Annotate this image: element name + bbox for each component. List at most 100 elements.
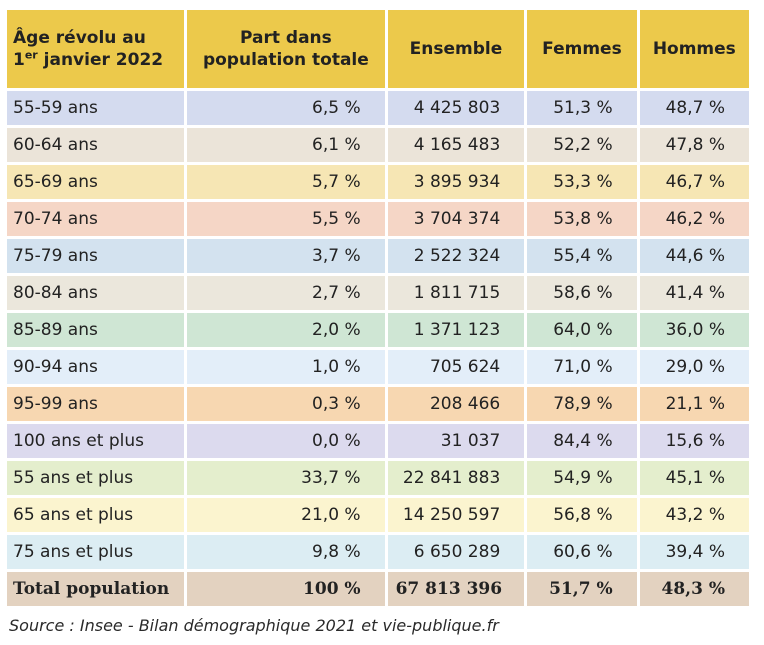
cell-age: 100 ans et plus xyxy=(7,424,185,458)
cell-femmes: 53,8 % xyxy=(527,202,637,236)
cell-part: 0,3 % xyxy=(187,387,385,421)
cell-part: 100 % xyxy=(187,572,385,606)
cell-part: 21,0 % xyxy=(187,498,385,532)
cell-hommes: 15,6 % xyxy=(639,424,749,458)
cell-femmes: 78,9 % xyxy=(527,387,637,421)
cell-femmes: 53,3 % xyxy=(527,165,637,199)
cell-hommes: 21,1 % xyxy=(639,387,749,421)
cell-ensemble: 1 811 715 xyxy=(387,276,525,310)
cell-part: 9,8 % xyxy=(187,535,385,569)
cell-ensemble: 4 425 803 xyxy=(387,91,525,125)
cell-femmes: 51,3 % xyxy=(527,91,637,125)
cell-femmes: 56,8 % xyxy=(527,498,637,532)
cell-ensemble: 14 250 597 xyxy=(387,498,525,532)
header-age-line2-suffix: janvier 2022 xyxy=(37,50,164,70)
header-hommes: Hommes xyxy=(639,10,749,88)
cell-age: 65 ans et plus xyxy=(7,498,185,532)
cell-part: 1,0 % xyxy=(187,350,385,384)
cell-part: 5,5 % xyxy=(187,202,385,236)
cell-age: 75-79 ans xyxy=(7,239,185,273)
cell-femmes: 60,6 % xyxy=(527,535,637,569)
cell-femmes: 51,7 % xyxy=(527,572,637,606)
cell-ensemble: 3 895 934 xyxy=(387,165,525,199)
cell-ensemble: 3 704 374 xyxy=(387,202,525,236)
cell-age: 55-59 ans xyxy=(7,91,185,125)
cell-femmes: 64,0 % xyxy=(527,313,637,347)
cell-ensemble: 31 037 xyxy=(387,424,525,458)
cell-age: 55 ans et plus xyxy=(7,461,185,495)
cell-part: 6,1 % xyxy=(187,128,385,162)
cell-hommes: 48,3 % xyxy=(639,572,749,606)
table-row: 80-84 ans 2,7 % 1 811 715 58,6 % 41,4 % xyxy=(7,276,749,310)
header-age-line1: Âge révolu au xyxy=(13,28,146,48)
table-body: 55-59 ans 6,5 % 4 425 803 51,3 % 48,7 % 60-64… xyxy=(7,91,749,606)
cell-hommes: 29,0 % xyxy=(639,350,749,384)
cell-ensemble: 208 466 xyxy=(387,387,525,421)
cell-part: 2,0 % xyxy=(187,313,385,347)
cell-ensemble: 705 624 xyxy=(387,350,525,384)
header-ensemble: Ensemble xyxy=(387,10,525,88)
cell-femmes: 71,0 % xyxy=(527,350,637,384)
cell-part: 0,0 % xyxy=(187,424,385,458)
table-row: 85-89 ans 2,0 % 1 371 123 64,0 % 36,0 % xyxy=(7,313,749,347)
cell-ensemble: 67 813 396 xyxy=(387,572,525,606)
cell-femmes: 84,4 % xyxy=(527,424,637,458)
header-femmes: Femmes xyxy=(527,10,637,88)
population-table: Âge révolu au 1er janvier 2022 Part dans… xyxy=(4,7,752,609)
cell-age: 65-69 ans xyxy=(7,165,185,199)
table-row: 55-59 ans 6,5 % 4 425 803 51,3 % 48,7 % xyxy=(7,91,749,125)
cell-ensemble: 6 650 289 xyxy=(387,535,525,569)
header-age-line2-prefix: 1 xyxy=(13,50,25,70)
cell-part: 6,5 % xyxy=(187,91,385,125)
header-part-line1: Part dans xyxy=(240,28,332,48)
table-row: 65-69 ans 5,7 % 3 895 934 53,3 % 46,7 % xyxy=(7,165,749,199)
table-row: 75 ans et plus 9,8 % 6 650 289 60,6 % 39,4 % xyxy=(7,535,749,569)
cell-ensemble: 4 165 483 xyxy=(387,128,525,162)
cell-part: 5,7 % xyxy=(187,165,385,199)
header-part: Part dans population totale xyxy=(187,10,385,88)
table-row: 100 ans et plus 0,0 % 31 037 84,4 % 15,6 % xyxy=(7,424,749,458)
cell-age: 90-94 ans xyxy=(7,350,185,384)
table-row: 60-64 ans 6,1 % 4 165 483 52,2 % 47,8 % xyxy=(7,128,749,162)
cell-hommes: 45,1 % xyxy=(639,461,749,495)
total-row: Total population 100 % 67 813 396 51,7 % 48,… xyxy=(7,572,749,606)
header-age-line2-sup: er xyxy=(24,48,38,62)
cell-hommes: 44,6 % xyxy=(639,239,749,273)
table-row: 55 ans et plus 33,7 % 22 841 883 54,9 % 45,1… xyxy=(7,461,749,495)
cell-part: 3,7 % xyxy=(187,239,385,273)
source-note: Source : Insee - Bilan démographique 202… xyxy=(9,616,499,635)
header-age: Âge révolu au 1er janvier 2022 xyxy=(7,10,185,88)
cell-femmes: 54,9 % xyxy=(527,461,637,495)
cell-age: 80-84 ans xyxy=(7,276,185,310)
cell-part: 2,7 % xyxy=(187,276,385,310)
table-row: 65 ans et plus 21,0 % 14 250 597 56,8 % 43,2… xyxy=(7,498,749,532)
table-row: 95-99 ans 0,3 % 208 466 78,9 % 21,1 % xyxy=(7,387,749,421)
table-row: 75-79 ans 3,7 % 2 522 324 55,4 % 44,6 % xyxy=(7,239,749,273)
cell-age: 70-74 ans xyxy=(7,202,185,236)
cell-hommes: 36,0 % xyxy=(639,313,749,347)
cell-femmes: 58,6 % xyxy=(527,276,637,310)
cell-ensemble: 2 522 324 xyxy=(387,239,525,273)
cell-ensemble: 22 841 883 xyxy=(387,461,525,495)
cell-age: 95-99 ans xyxy=(7,387,185,421)
cell-age: Total population xyxy=(7,572,185,606)
cell-age: 60-64 ans xyxy=(7,128,185,162)
cell-hommes: 43,2 % xyxy=(639,498,749,532)
cell-hommes: 48,7 % xyxy=(639,91,749,125)
cell-femmes: 52,2 % xyxy=(527,128,637,162)
cell-hommes: 47,8 % xyxy=(639,128,749,162)
cell-hommes: 46,7 % xyxy=(639,165,749,199)
cell-hommes: 46,2 % xyxy=(639,202,749,236)
cell-part: 33,7 % xyxy=(187,461,385,495)
header-part-line2: population totale xyxy=(202,50,369,70)
population-table-container: Âge révolu au 1er janvier 2022 Part dans… xyxy=(7,10,752,609)
cell-hommes: 39,4 % xyxy=(639,535,749,569)
cell-ensemble: 1 371 123 xyxy=(387,313,525,347)
table-header-row: Âge révolu au 1er janvier 2022 Part dans… xyxy=(7,10,749,88)
cell-age: 85-89 ans xyxy=(7,313,185,347)
cell-femmes: 55,4 % xyxy=(527,239,637,273)
cell-hommes: 41,4 % xyxy=(639,276,749,310)
table-row: 90-94 ans 1,0 % 705 624 71,0 % 29,0 % xyxy=(7,350,749,384)
cell-age: 75 ans et plus xyxy=(7,535,185,569)
table-row: 70-74 ans 5,5 % 3 704 374 53,8 % 46,2 % xyxy=(7,202,749,236)
